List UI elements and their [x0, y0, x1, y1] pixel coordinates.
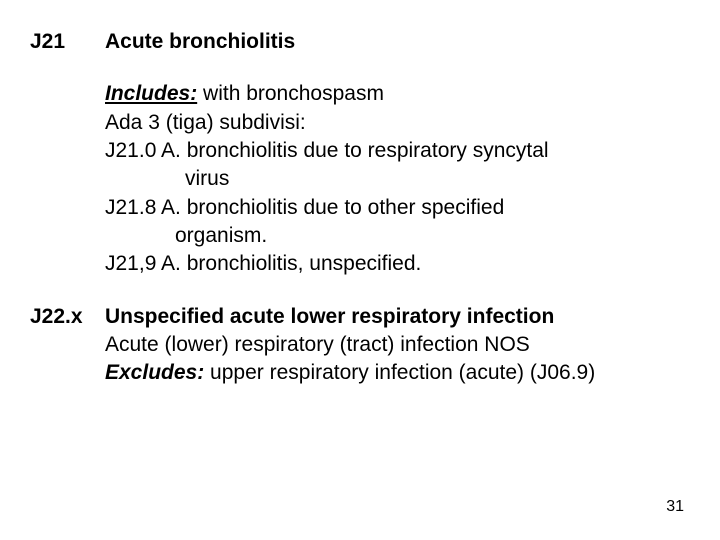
- j21-content: Includes: with bronchospasm Ada 3 (tiga)…: [105, 80, 690, 278]
- sub-j210: J21.0 A. bronchiolitis due to respirator…: [105, 137, 690, 165]
- page-number: 31: [666, 498, 684, 516]
- includes-line: Includes: with bronchospasm: [105, 80, 690, 108]
- entry-j22-header: J22.x Unspecified acute lower respirator…: [30, 303, 690, 388]
- entry-j21-body: Includes: with bronchospasm Ada 3 (tiga)…: [30, 80, 690, 278]
- sub-j218-cont: organism.: [175, 222, 690, 250]
- excludes-text: upper respiratory infection (acute) (J06…: [204, 361, 595, 384]
- nos-line: Acute (lower) respiratory (tract) infect…: [105, 331, 690, 359]
- document-body: J21 Acute bronchiolitis Includes: with b…: [0, 0, 720, 388]
- code-j22: J22.x: [30, 303, 105, 331]
- subdivisi-line: Ada 3 (tiga) subdivisi:: [105, 109, 690, 137]
- title-j22: Unspecified acute lower respiratory infe…: [105, 303, 690, 331]
- excludes-line: Excludes: upper respiratory infection (a…: [105, 359, 690, 387]
- sub-j219: J21,9 A. bronchiolitis, unspecified.: [105, 250, 690, 278]
- sub-j218: J21.8 A. bronchiolitis due to other spec…: [105, 194, 690, 222]
- excludes-label: Excludes:: [105, 361, 204, 384]
- j22-content: Unspecified acute lower respiratory infe…: [105, 303, 690, 388]
- includes-text: with bronchospasm: [197, 82, 384, 105]
- includes-label: Includes:: [105, 82, 197, 105]
- sub-j210-cont: virus: [185, 165, 690, 193]
- code-j21: J21: [30, 28, 105, 56]
- title-j21: Acute bronchiolitis: [105, 28, 690, 56]
- entry-j21-header: J21 Acute bronchiolitis: [30, 28, 690, 56]
